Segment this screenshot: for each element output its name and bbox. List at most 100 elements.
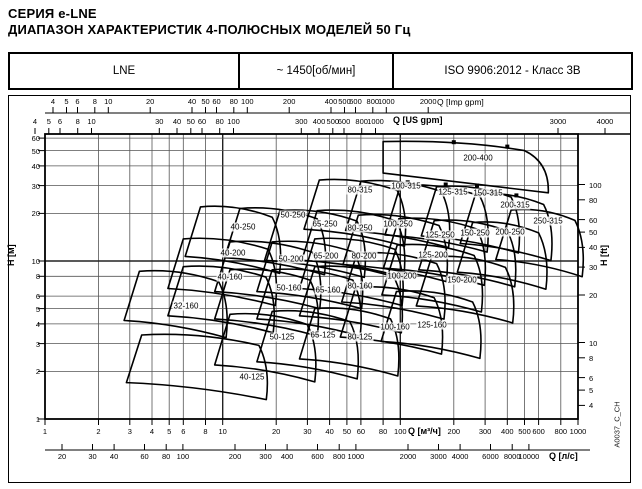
m3h-tick-label: 3 — [127, 427, 132, 436]
us-gpm-tick-label: 800 — [355, 117, 368, 126]
pump-field-50-125 — [213, 312, 317, 383]
h-m-tick-label: 50 — [31, 146, 40, 156]
pump-field-250-315 — [495, 208, 585, 278]
us-gpm-tick-label: 6 — [57, 117, 63, 126]
us-gpm-unit-label: Q [US gpm] — [393, 115, 443, 125]
pump-field-125-250 — [382, 217, 487, 287]
h-m-tick-label: 6 — [35, 292, 40, 302]
pump-field-32-160 — [123, 269, 228, 339]
m3h-tick-label: 20 — [272, 427, 281, 436]
pump-field-40-200 — [167, 237, 278, 307]
h-m-tick-label: 1 — [35, 415, 40, 424]
pump-field-label-32-160: 32-160 — [172, 301, 200, 311]
header-speed-cell: ~ 1450[об/мин] — [238, 54, 392, 88]
us-gpm-tick-label: 50 — [186, 117, 195, 126]
l-s-tick-label: 80 — [162, 452, 171, 461]
h-m-tick-label: 4 — [35, 319, 40, 329]
us-gpm-tick-label: 4 — [32, 117, 38, 126]
pump-field-label-40-125: 40-125 — [238, 372, 266, 382]
h-ft-tick-label: 8 — [589, 353, 594, 363]
imp-gpm-tick-label: 60 — [212, 97, 221, 106]
duty-point-marker — [451, 140, 456, 145]
l-s-tick-label: 100 — [176, 452, 190, 461]
m3h-tick-label: 50 — [342, 427, 352, 436]
m3h-tick-label: 10 — [218, 427, 227, 436]
pump-field-label-80-250: 80-250 — [346, 223, 374, 233]
m3h-tick-label: 80 — [378, 427, 388, 436]
us-gpm-tick-label: 4000 — [596, 117, 614, 126]
h-ft-tick-label: 20 — [589, 291, 598, 300]
pump-field-label-80-125: 80-125 — [346, 332, 374, 342]
pump-field-label-80-315: 80-315 — [346, 185, 374, 195]
m3h-tick-label: 2 — [96, 427, 101, 436]
us-gpm-tick-label: 600 — [337, 117, 351, 126]
l-s-tick-label: 800 — [332, 452, 346, 461]
page-title-series: СЕРИЯ e-LNE — [8, 6, 97, 21]
pump-field-label-150-250: 150-250 — [459, 228, 491, 238]
l-s-tick-label: 200 — [228, 452, 242, 461]
pump-field-label-65-250: 65-250 — [311, 219, 339, 229]
pump-field-label-80-200: 80-200 — [350, 251, 378, 261]
pump-field-65-125 — [256, 309, 360, 380]
pump-field-65-200 — [256, 240, 364, 310]
pump-field-label-40-160: 40-160 — [216, 272, 244, 282]
pump-field-label-125-200: 125-200 — [417, 250, 449, 260]
us-gpm-tick-label: 80 — [215, 117, 224, 126]
pump-field-150-315 — [420, 185, 521, 254]
us-gpm-tick-label: 300 — [295, 117, 308, 126]
l-s-tick-label: 30 — [88, 452, 97, 461]
h-ft-tick-label: 40 — [589, 243, 598, 253]
pump-field-125-315 — [384, 184, 489, 253]
pump-field-label-100-250: 100-250 — [382, 219, 414, 229]
imp-gpm-tick-label: 800 — [366, 97, 380, 106]
pump-field-label-100-160: 100-160 — [379, 322, 411, 332]
h-ft-tick-label: 5 — [589, 386, 594, 396]
us-gpm-tick-label: 30 — [155, 117, 164, 126]
pump-field-label-100-315: 100-315 — [390, 181, 422, 191]
m3h-tick-label: 5 — [167, 427, 172, 436]
m3h-tick-label: 1 — [42, 427, 48, 436]
header-series-cell: LNE — [112, 65, 136, 77]
pump-field-label-50-125: 50-125 — [268, 332, 296, 342]
imp-gpm-tick-label: 50 — [201, 97, 210, 106]
l-s-tick-label: 300 — [259, 452, 272, 461]
h-m-tick-label: 8 — [35, 272, 40, 282]
duty-point-marker — [475, 183, 479, 188]
m3h-tick-label: 8 — [203, 427, 208, 436]
m3h-tick-label: 40 — [325, 427, 334, 436]
pump-field-label-50-200: 50-200 — [277, 254, 305, 264]
pump-field-label-125-160: 125-160 — [416, 320, 448, 330]
pump-field-125-160 — [380, 290, 482, 360]
imp-gpm-tick-label: 200 — [282, 97, 296, 106]
chart-outer-frame — [8, 95, 631, 483]
h-ft-axis-title: H [ft] — [599, 245, 609, 266]
h-m-tick-label: 5 — [35, 304, 40, 314]
m3h-tick-label: 30 — [303, 427, 312, 436]
pump-field-label-125-315: 125-315 — [437, 187, 469, 197]
l-s-unit-label: Q [л/с] — [549, 451, 578, 461]
l-s-tick-label: 4000 — [451, 452, 469, 461]
m3h-tick-label: 800 — [554, 427, 568, 436]
header-table: LNE ~ 1450[об/мин] ISO 9906:2012 - Класс… — [8, 52, 633, 90]
imp-gpm-tick-label: 40 — [187, 97, 197, 106]
h-ft-tick-label: 50 — [589, 228, 598, 238]
pump-field-40-250 — [184, 205, 282, 275]
m3h-tick-label: 300 — [478, 427, 492, 436]
h-ft-tick-label: 80 — [589, 195, 598, 205]
us-gpm-tick-label: 10 — [87, 117, 96, 126]
m3h-tick-label: 200 — [447, 427, 461, 436]
m3h-tick-label: 1000 — [569, 427, 587, 436]
imp-gpm-tick-label: 500 — [338, 97, 351, 106]
h-ft-tick-label: 10 — [589, 338, 598, 348]
us-gpm-tick-label: 8 — [75, 117, 80, 126]
pump-field-80-125 — [298, 307, 400, 377]
pump-field-label-200-400: 200-400 — [462, 153, 494, 163]
header-standard-cell: ISO 9906:2012 - Класс 3B — [392, 54, 631, 88]
imp-gpm-tick-label: 5 — [64, 97, 69, 106]
us-gpm-tick-label: 500 — [326, 117, 340, 126]
h-m-tick-label: 30 — [31, 181, 40, 191]
imp-gpm-tick-label: 1000 — [377, 97, 395, 106]
pump-field-label-40-200: 40-200 — [219, 248, 247, 258]
